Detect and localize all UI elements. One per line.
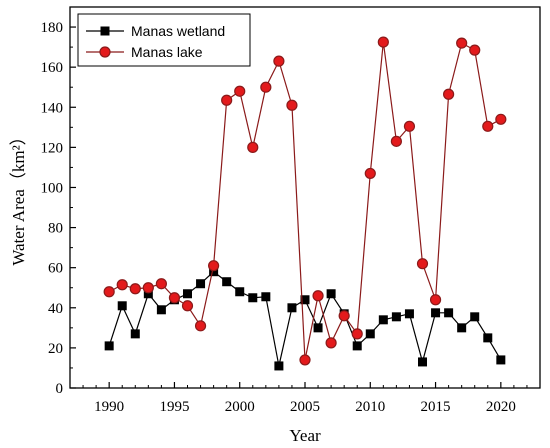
wetland-point — [287, 303, 297, 313]
wetland-point — [222, 277, 232, 287]
lake-point — [273, 55, 285, 67]
x-tick-label: 1995 — [159, 399, 189, 415]
lake-point — [194, 320, 207, 332]
y-tick-label: 80 — [48, 221, 63, 237]
wetland-point — [248, 293, 258, 303]
wetland-point — [444, 308, 454, 318]
lake-point — [142, 282, 154, 294]
lake-point — [208, 260, 220, 272]
wetland-point — [496, 355, 506, 365]
legend-label-lake: Manas lake — [131, 44, 203, 60]
wetland-point — [183, 289, 192, 299]
lake-point — [129, 283, 141, 295]
lake-point — [286, 99, 298, 111]
x-axis: 1990 1995 2000 2005 2010 2015 2020 — [69, 382, 541, 415]
wetland-point — [418, 357, 427, 367]
wetland-point — [156, 305, 166, 315]
y-tick-label: 160 — [41, 60, 64, 76]
wetland-point — [143, 289, 153, 299]
wetland-point — [300, 295, 310, 305]
y-tick-label: 180 — [41, 20, 64, 36]
lake-point — [312, 290, 324, 302]
wetland-point — [261, 292, 271, 302]
legend-marker-lake — [99, 46, 111, 58]
wetland-point — [470, 312, 480, 322]
y-tick-label: 100 — [41, 180, 64, 196]
lake-point — [429, 294, 442, 306]
x-tick-label: 2000 — [225, 399, 255, 415]
legend-label-wetland: Manas wetland — [131, 23, 225, 39]
y-tick-label: 120 — [41, 140, 64, 156]
x-tick-label: 2010 — [355, 399, 385, 415]
lake-point — [495, 113, 507, 125]
y-tick-label: 20 — [48, 341, 63, 357]
lake-point — [351, 328, 363, 340]
lake-point — [469, 44, 481, 56]
lake-point — [364, 167, 376, 180]
wetland-point — [431, 308, 441, 318]
lake-point — [325, 337, 337, 349]
wetland-point — [209, 267, 219, 277]
wetland-point — [483, 333, 493, 343]
lake-point — [403, 120, 416, 132]
lake-point — [416, 258, 429, 270]
lake-point — [155, 278, 167, 290]
lake-point — [377, 36, 389, 48]
lake-point — [482, 120, 494, 132]
legend: Manas wetland Manas lake — [77, 13, 251, 67]
lake-point — [338, 310, 350, 322]
lake-point — [443, 88, 455, 100]
lake-point — [116, 279, 128, 291]
x-tick-label: 2015 — [421, 399, 451, 415]
x-axis-title: Year — [289, 426, 321, 445]
lake-point — [456, 37, 468, 49]
lake-point — [221, 94, 233, 106]
wetland-point — [117, 301, 127, 311]
wetland-point — [457, 323, 467, 333]
lake-point — [103, 286, 115, 298]
lake-point — [234, 85, 246, 97]
lake-point — [260, 81, 272, 93]
lake-point — [181, 300, 194, 312]
wetland-point — [274, 361, 284, 371]
wetland-point — [235, 287, 245, 297]
wetland-point — [326, 289, 336, 299]
lake-point — [299, 354, 311, 366]
series-layer — [103, 36, 507, 371]
x-tick-label: 2005 — [290, 399, 320, 415]
wetland-point — [196, 279, 206, 289]
wetland-point — [104, 341, 114, 351]
y-tick-label: 140 — [41, 100, 64, 116]
y-axis: 0 20 40 60 80 100 120 140 160 180 — [41, 20, 76, 397]
y-tick-label: 40 — [48, 301, 63, 317]
x-tick-label: 2020 — [486, 399, 516, 415]
lake-point — [390, 135, 402, 147]
x-tick-label: 1990 — [94, 399, 124, 415]
wetland-point — [313, 323, 323, 333]
wetland-point — [391, 312, 401, 322]
y-axis-title: Water Area（km²） — [9, 128, 28, 265]
y-tick-label: 60 — [48, 261, 63, 277]
y-tick-label: 0 — [56, 381, 64, 397]
wetland-point — [130, 329, 140, 339]
legend-marker-wetland — [100, 26, 110, 36]
lake-point — [168, 292, 181, 304]
lake-point — [247, 141, 259, 153]
wetland-point — [352, 341, 362, 351]
wetland-point — [365, 329, 375, 339]
wetland-point — [378, 315, 388, 325]
wetland-point — [404, 309, 414, 319]
